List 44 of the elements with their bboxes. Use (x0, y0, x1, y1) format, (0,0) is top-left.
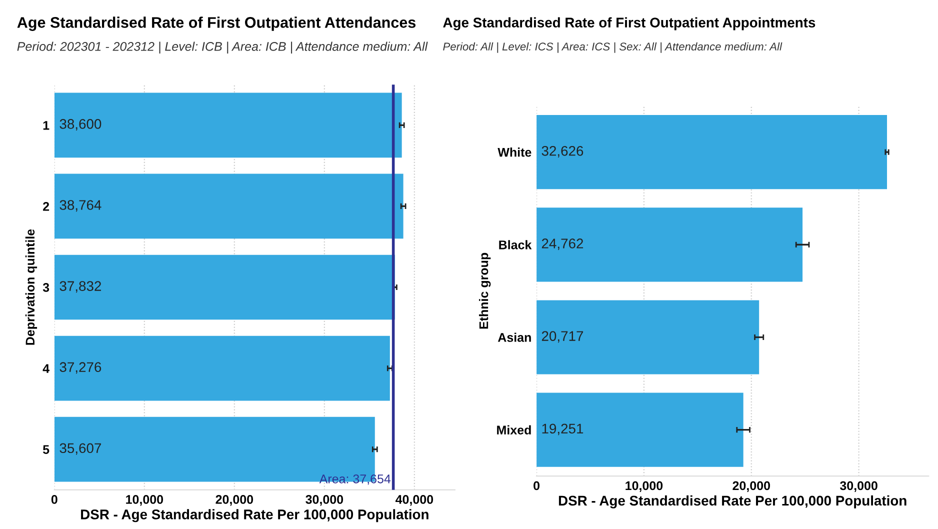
y-tick-label: 2 (43, 202, 50, 211)
bar (54, 92, 402, 158)
x-tick-label: 20,000 (216, 495, 254, 506)
data-label: 24,762 (542, 238, 584, 250)
y-axis-title: Deprivation quintile (25, 229, 38, 345)
x-tick-label: 10,000 (126, 495, 164, 506)
bar (54, 254, 395, 320)
bar (536, 300, 760, 374)
data-label: 37,832 (60, 281, 101, 293)
bar (54, 336, 390, 401)
chart-subtitle: Period: 202301 - 202312 | Level: ICB | Area: ICB | Attendance medium: All (17, 42, 428, 54)
y-tick-label: Asian (498, 332, 531, 342)
data-label: 38,764 (60, 200, 102, 212)
bar (536, 208, 803, 282)
x-axis-title: DSR - Age Standardised Rate Per 100,000 Population (81, 509, 428, 522)
x-tick-label: 30,000 (306, 495, 344, 506)
data-label: 35,607 (60, 443, 101, 455)
y-tick-label: 3 (42, 283, 50, 292)
bar (536, 392, 744, 467)
y-axis-title: Ethnic group (478, 252, 491, 329)
chart-title: Age Standardised Rate of First Outpatient Appointments (443, 17, 816, 30)
y-tick-label: 4 (42, 364, 50, 373)
ref-line-label: Area: 37,654 (319, 474, 391, 485)
bar (54, 174, 404, 239)
data-label: 32,626 (542, 146, 584, 158)
data-label: 38,600 (60, 119, 102, 131)
data-label: 20,717 (542, 331, 584, 343)
x-tick-label: 40,000 (396, 495, 434, 506)
y-tick-label: 1 (43, 121, 50, 130)
chart-title: Age Standardised Rate of First Outpatient Attendances (17, 16, 416, 31)
bar (536, 115, 888, 190)
y-tick-label: Black (499, 240, 532, 250)
data-label: 19,251 (542, 424, 584, 436)
x-tick-label: 0 (534, 481, 540, 490)
y-tick-label: 5 (42, 445, 50, 454)
x-tick-label: 20,000 (732, 481, 770, 492)
y-tick-label: White (498, 148, 532, 157)
y-tick-label: Mixed (497, 425, 531, 434)
chart-subtitle: Period: All | Level: ICS | Area: ICS | Sex: All | Attendance medium: All (443, 42, 782, 53)
x-tick-label: 30,000 (840, 481, 878, 492)
x-tick-label: 0 (51, 495, 58, 504)
x-axis-title: DSR - Age Standardised Rate Per 100,000 Population (558, 495, 906, 508)
x-tick-label: 10,000 (626, 481, 663, 492)
data-label: 37,276 (60, 362, 102, 374)
